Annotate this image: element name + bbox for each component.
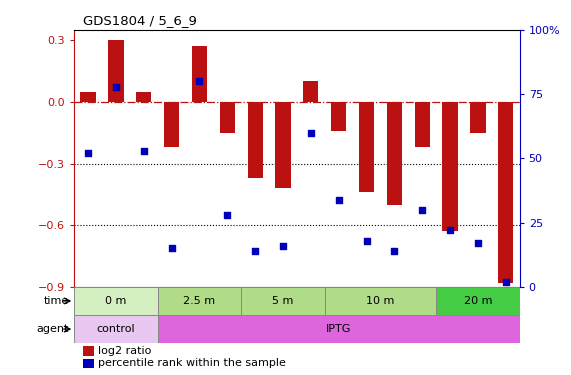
Point	[334, 196, 343, 202]
Bar	[192, 46, 207, 102]
Bar	[81, 92, 96, 102]
Bar	[443, 102, 458, 231]
Bar	[164, 102, 179, 147]
Point	[167, 245, 176, 251]
Bar	[303, 81, 319, 102]
Bar	[83, 358, 94, 368]
Bar	[158, 287, 241, 315]
Point	[279, 243, 288, 249]
Point	[445, 227, 455, 233]
Text: time: time	[43, 296, 69, 306]
Point	[195, 78, 204, 84]
Bar	[74, 315, 158, 343]
Bar	[359, 102, 374, 192]
Bar	[275, 102, 291, 188]
Point	[83, 150, 93, 156]
Bar	[331, 102, 347, 131]
Text: agent: agent	[36, 324, 69, 334]
Point	[139, 148, 148, 154]
Bar	[74, 287, 158, 315]
Text: control: control	[96, 324, 135, 334]
Bar	[247, 102, 263, 178]
Point	[362, 238, 371, 244]
Bar	[83, 346, 94, 356]
Bar	[136, 92, 151, 102]
Text: 20 m: 20 m	[464, 296, 492, 306]
Bar	[436, 287, 520, 315]
Bar	[325, 287, 436, 315]
Text: percentile rank within the sample: percentile rank within the sample	[98, 358, 286, 368]
Text: IPTG: IPTG	[326, 324, 351, 334]
Bar	[470, 102, 485, 133]
Bar	[415, 102, 430, 147]
Bar	[387, 102, 402, 205]
Text: GDS1804 / 5_6_9: GDS1804 / 5_6_9	[83, 15, 197, 27]
Text: 10 m: 10 m	[366, 296, 395, 306]
Text: log2 ratio: log2 ratio	[98, 346, 152, 356]
Point	[223, 212, 232, 218]
Point	[390, 248, 399, 254]
Text: 0 m: 0 m	[105, 296, 127, 306]
Text: 5 m: 5 m	[272, 296, 293, 306]
Point	[111, 84, 120, 90]
Point	[306, 130, 315, 136]
Bar	[158, 315, 520, 343]
Bar	[241, 287, 325, 315]
Bar	[220, 102, 235, 133]
Bar	[108, 40, 124, 102]
Text: 2.5 m: 2.5 m	[183, 296, 216, 306]
Point	[501, 279, 510, 285]
Point	[251, 248, 260, 254]
Point	[417, 207, 427, 213]
Point	[473, 240, 482, 246]
Bar	[498, 102, 513, 283]
